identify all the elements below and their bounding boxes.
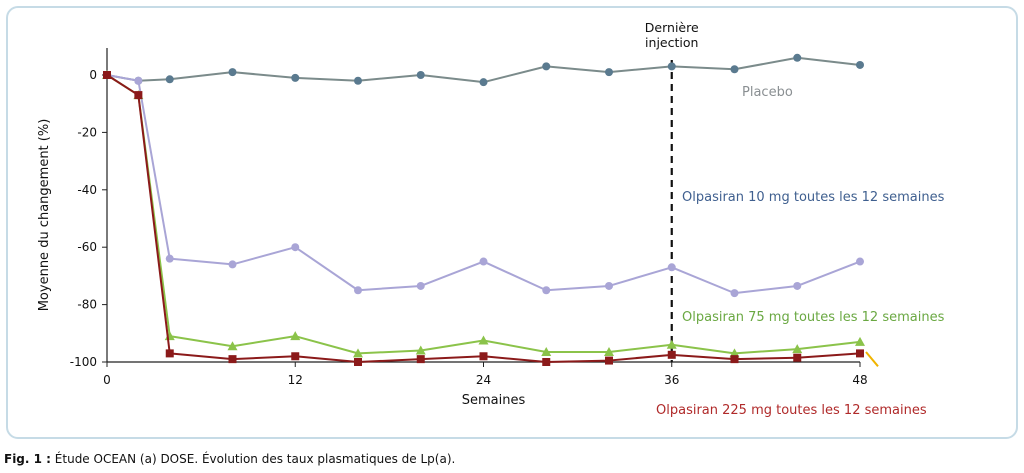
x-axis-title: Semaines <box>462 393 526 408</box>
data-point <box>542 286 551 295</box>
data-point <box>415 345 426 355</box>
series-labels: Placebo Olpasiran 10 mg toutes les 12 sem… <box>656 85 945 418</box>
series-label-2: Olpasiran 75 mg toutes les 12 semaines <box>682 310 945 325</box>
data-point <box>165 254 174 263</box>
data-point <box>134 76 143 85</box>
data-point <box>855 336 865 346</box>
y-tick-label: -100 <box>70 355 97 369</box>
data-point <box>667 350 676 359</box>
data-point <box>478 335 489 345</box>
data-point <box>354 76 362 85</box>
series-line <box>106 74 861 295</box>
x-tick-label: 24 <box>476 373 491 387</box>
data-point <box>354 358 362 366</box>
data-point <box>605 356 613 365</box>
data-point <box>479 352 488 361</box>
axes: 0 -20 -40 -60 -80 -100 0 12 24 36 48 Semaines Moyenn… <box>37 48 868 408</box>
data-point <box>165 349 174 358</box>
data-point <box>792 344 803 354</box>
y-axis-title: Moyenne du changement (%) <box>37 119 52 312</box>
data-point <box>227 341 238 351</box>
series-label-0: Placebo <box>742 85 793 100</box>
data-point <box>134 91 143 100</box>
series-line <box>106 74 861 363</box>
data-point <box>291 352 300 361</box>
data-point <box>542 358 551 366</box>
caption-label: Fig. 1 : <box>4 452 51 466</box>
data-point <box>353 348 363 358</box>
data-point <box>228 68 237 77</box>
data-point <box>856 349 864 358</box>
data-point <box>291 243 300 252</box>
data-point <box>730 289 739 298</box>
data-point <box>856 257 864 266</box>
data-point <box>730 65 739 74</box>
series-label-1: Olpasiran 10 mg toutes les 12 semaines <box>682 190 945 205</box>
data-point <box>666 339 677 349</box>
line-chart: 0 -20 -40 -60 -80 -100 0 12 24 36 48 Semaines Moyenn… <box>37 20 945 418</box>
data-point <box>605 281 613 290</box>
data-point <box>604 346 614 356</box>
data-point <box>291 73 300 82</box>
x-tick-label: 0 <box>103 373 111 387</box>
last-injection-label: injection <box>645 35 698 50</box>
data-point <box>541 346 552 356</box>
y-tick-label: -80 <box>77 298 97 312</box>
data-point <box>479 78 488 87</box>
data-point <box>416 281 425 290</box>
data-point <box>103 71 111 79</box>
x-tick-label: 12 <box>288 373 303 387</box>
figure-caption: Fig. 1 : Étude OCEAN (a) DOSE. Évolution… <box>4 452 455 466</box>
series-line <box>106 56 861 84</box>
data-point <box>354 286 362 295</box>
data-point <box>730 355 739 364</box>
y-tick-label: -40 <box>77 183 97 197</box>
data-point <box>165 75 174 84</box>
data-point <box>416 355 425 364</box>
data-point <box>228 260 237 269</box>
series-line <box>106 74 861 355</box>
chart-panel: 0 -20 -40 -60 -80 -100 0 12 24 36 48 Semaines Moyenn… <box>6 6 1018 439</box>
caption-text: Étude OCEAN (a) DOSE. Évolution des taux… <box>54 452 456 466</box>
data-point <box>542 62 551 71</box>
series-3 <box>103 71 864 366</box>
trailing-accent <box>865 351 879 367</box>
y-tick-label: -20 <box>77 125 97 139</box>
data-point <box>856 60 864 69</box>
y-tick-label: 0 <box>89 68 97 82</box>
data-point <box>667 263 676 272</box>
last-injection-label: Dernière <box>645 20 699 35</box>
data-point <box>667 62 676 71</box>
series-group <box>102 53 879 367</box>
series-label-3: Olpasiran 225 mg toutes les 12 semaines <box>656 403 927 418</box>
y-tick-label: -60 <box>77 240 97 254</box>
data-point <box>605 68 613 77</box>
data-point <box>793 53 802 62</box>
data-point <box>793 281 802 290</box>
data-point <box>793 353 802 362</box>
data-point <box>479 257 488 266</box>
data-point <box>228 355 237 364</box>
series-1 <box>103 71 864 298</box>
data-point <box>290 331 301 341</box>
series-0 <box>103 53 864 87</box>
x-tick-label: 36 <box>664 373 679 387</box>
x-tick-label: 48 <box>852 373 867 387</box>
data-point <box>416 71 425 79</box>
